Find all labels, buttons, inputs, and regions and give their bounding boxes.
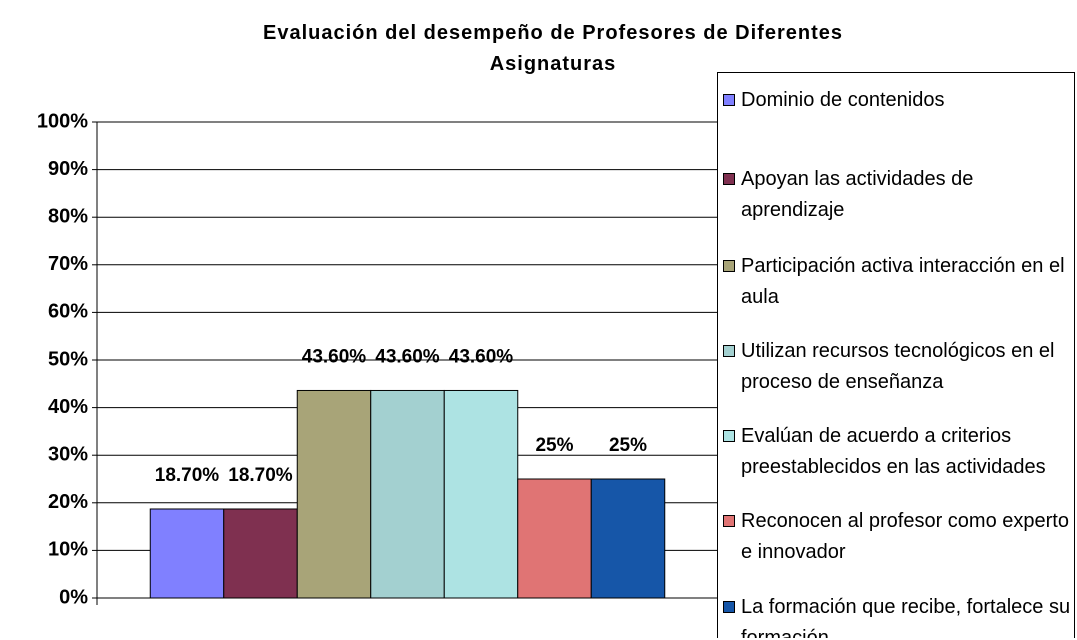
legend-swatch	[723, 345, 735, 357]
bar	[443, 389, 519, 599]
legend-swatch	[723, 94, 735, 106]
data-label: 18.70%	[228, 465, 293, 486]
legend-label: La formación que recibe, fortalece su fo…	[741, 596, 1071, 638]
data-label: 43.60%	[302, 346, 367, 367]
y-tick-label: 60%	[48, 301, 88, 323]
legend-swatch	[723, 601, 735, 613]
legend-label: Participación activa interacción en el a…	[741, 255, 1065, 308]
y-tick-label: 90%	[48, 158, 88, 180]
y-tick-label: 10%	[48, 539, 88, 561]
data-label: 43.60%	[449, 346, 514, 367]
y-tick-label: 70%	[48, 253, 88, 275]
legend-swatch	[723, 430, 735, 442]
legend-swatch	[723, 260, 735, 272]
data-label: 18.70%	[155, 465, 220, 486]
bar	[223, 508, 298, 599]
legend-label: Evalúan de acuerdo a criterios preestabl…	[741, 425, 1046, 478]
data-label: 25%	[609, 435, 647, 456]
legend-label: Dominio de contenidos	[741, 89, 945, 111]
y-tick-label: 0%	[59, 586, 88, 608]
bar	[149, 508, 225, 599]
bar	[517, 478, 592, 599]
legend-swatch	[723, 515, 735, 527]
y-tick-label: 100%	[37, 110, 88, 132]
data-label: 25%	[535, 435, 573, 456]
y-tick-label: 50%	[48, 348, 88, 370]
legend-label: Utilizan recursos tecnológicos en el pro…	[741, 340, 1055, 393]
y-tick-label: 30%	[48, 443, 88, 465]
chart-title: Evaluación del desempeño de Profesores d…	[263, 22, 843, 75]
bar	[296, 389, 372, 599]
bar	[590, 478, 666, 599]
legend-swatch	[723, 173, 735, 185]
data-label: 43.60%	[375, 346, 440, 367]
legend-label: Apoyan las actividades de aprendizaje	[741, 168, 974, 221]
legend-label: Reconocen al profesor como experto e inn…	[741, 510, 1069, 563]
y-tick-label: 40%	[48, 396, 88, 418]
legend: Dominio de contenidos Apoyan las activida…	[717, 72, 1075, 638]
bar	[370, 389, 445, 599]
y-tick-label: 80%	[48, 205, 88, 227]
y-tick-label: 20%	[48, 491, 88, 513]
